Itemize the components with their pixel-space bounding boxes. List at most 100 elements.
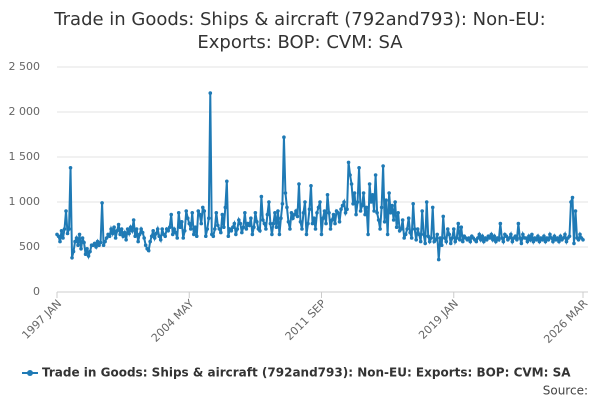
point xyxy=(309,184,313,188)
point xyxy=(185,216,190,220)
x-tick-label: 2011 SEP xyxy=(283,297,329,343)
point xyxy=(252,225,256,229)
point xyxy=(363,212,367,217)
point xyxy=(450,236,455,240)
point xyxy=(88,249,92,254)
point xyxy=(348,173,352,177)
point xyxy=(346,160,351,165)
point xyxy=(391,218,396,222)
point xyxy=(292,212,297,217)
point xyxy=(264,227,268,231)
point xyxy=(424,200,429,204)
point xyxy=(375,211,379,215)
legend-label[interactable]: Trade in Goods: Ships & aircraft (792and… xyxy=(42,366,571,380)
point xyxy=(288,227,292,231)
point xyxy=(100,201,104,205)
point xyxy=(513,234,518,238)
y-tick-label: 0 xyxy=(33,285,40,298)
point xyxy=(313,227,318,231)
point xyxy=(286,220,291,224)
point xyxy=(157,234,161,238)
point xyxy=(325,193,330,197)
point xyxy=(282,135,286,139)
point xyxy=(327,211,331,215)
point xyxy=(73,239,77,244)
point xyxy=(518,236,522,240)
point xyxy=(318,200,322,204)
point xyxy=(415,227,420,231)
point xyxy=(61,236,65,240)
point xyxy=(364,205,369,210)
point xyxy=(530,232,534,237)
point xyxy=(154,231,158,236)
point xyxy=(216,223,220,228)
point xyxy=(531,239,536,244)
point xyxy=(86,254,91,258)
point xyxy=(70,255,74,260)
point xyxy=(71,249,76,254)
point xyxy=(97,243,101,247)
point xyxy=(280,202,285,206)
point xyxy=(225,179,229,184)
point xyxy=(199,221,204,226)
point xyxy=(430,205,435,210)
point xyxy=(175,236,180,240)
point xyxy=(237,218,241,222)
point xyxy=(110,231,115,236)
point xyxy=(137,232,142,237)
point xyxy=(412,227,417,231)
point xyxy=(378,227,382,231)
point xyxy=(445,227,450,231)
point xyxy=(146,248,151,253)
point xyxy=(557,239,561,244)
point xyxy=(267,200,271,204)
point xyxy=(118,232,122,237)
point xyxy=(163,234,168,238)
point xyxy=(331,212,336,217)
point xyxy=(300,227,304,231)
point xyxy=(345,207,349,211)
point xyxy=(142,236,146,240)
point xyxy=(563,232,567,237)
point xyxy=(208,91,213,95)
point xyxy=(400,218,405,222)
point xyxy=(125,227,130,231)
source: Source: xyxy=(543,384,588,398)
point xyxy=(537,239,542,244)
point xyxy=(240,230,244,235)
point xyxy=(525,239,530,244)
point xyxy=(319,232,324,237)
point xyxy=(399,227,403,231)
point xyxy=(546,238,551,242)
point xyxy=(112,225,116,229)
point xyxy=(184,209,189,213)
point xyxy=(333,221,337,226)
point xyxy=(143,243,148,247)
point xyxy=(441,214,446,219)
point xyxy=(442,236,447,240)
point xyxy=(140,230,145,235)
point xyxy=(360,203,364,208)
point xyxy=(477,232,482,237)
point xyxy=(270,232,274,237)
point xyxy=(351,202,355,206)
point xyxy=(113,236,118,240)
point xyxy=(107,234,112,238)
point xyxy=(468,239,473,244)
chart-title: Trade in Goods: Ships & aircraft (792and… xyxy=(54,9,546,53)
point xyxy=(238,221,243,226)
point xyxy=(578,232,582,237)
point xyxy=(258,229,262,233)
point xyxy=(152,236,157,240)
point xyxy=(241,225,246,229)
point xyxy=(134,227,139,231)
point xyxy=(456,221,461,226)
point xyxy=(480,234,485,238)
point xyxy=(581,238,585,242)
point xyxy=(372,209,376,213)
point xyxy=(516,221,521,226)
point xyxy=(115,229,119,233)
point xyxy=(447,232,452,237)
point xyxy=(567,234,572,238)
point xyxy=(95,239,100,244)
